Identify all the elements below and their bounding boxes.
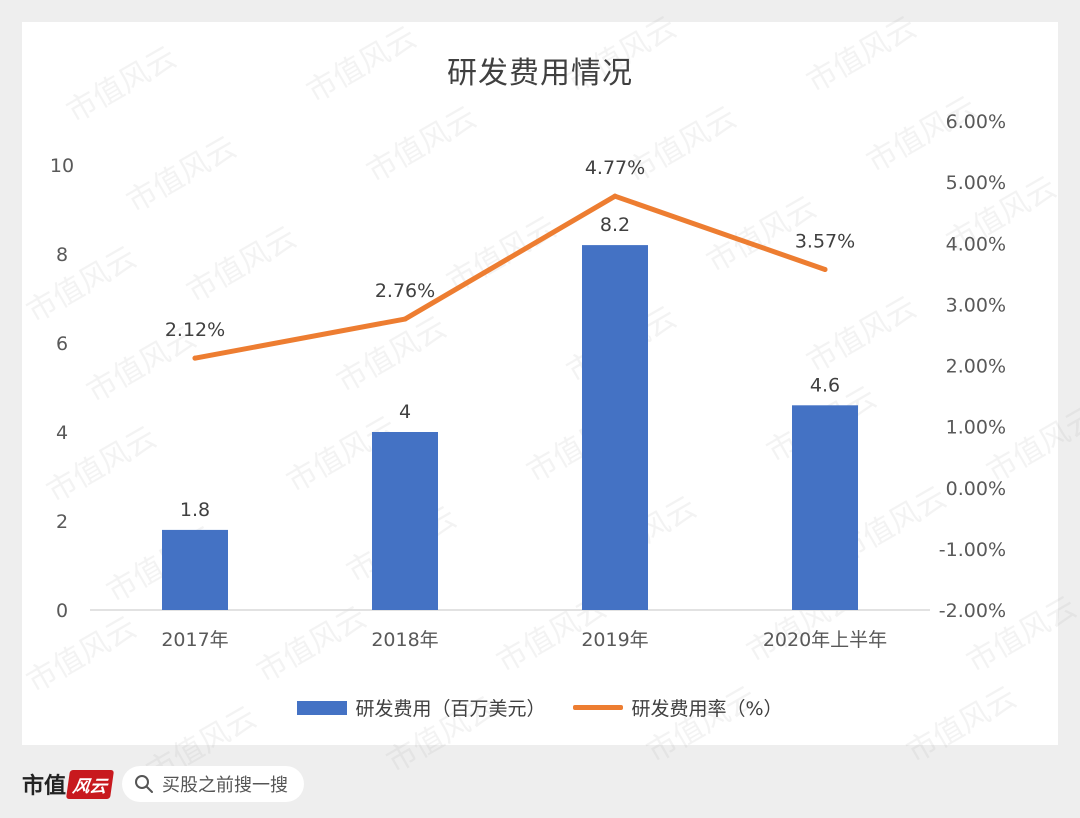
chart-title: 研发费用情况 (447, 56, 633, 91)
y-right-tick-label: 6.00% (946, 111, 1006, 133)
bar-data-label: 8.2 (600, 214, 630, 236)
rate-line (192, 193, 828, 361)
legend-item-line: 研发费用率（%） (573, 694, 783, 721)
y-left-tick-label: 4 (56, 422, 68, 444)
x-tick-label: 2019年 (581, 629, 648, 651)
legend-swatch-line (573, 705, 624, 710)
y-right-tick-label: 5.00% (946, 172, 1006, 194)
bar-data-label: 4 (399, 401, 411, 423)
brand-text: 市值 (22, 773, 67, 799)
y-left-tick-label: 2 (56, 511, 68, 533)
y-right-tick-label: 3.00% (946, 294, 1006, 316)
bar-data-label: 1.8 (180, 499, 210, 521)
line-data-label: 3.57% (795, 231, 855, 253)
y-left-tick-label: 8 (56, 244, 68, 266)
search-icon (135, 775, 154, 793)
legend-item-bar: 研发费用（百万美元） (297, 694, 545, 721)
line-data-label: 2.12% (165, 319, 225, 341)
rate-point-4 (822, 267, 828, 273)
chart-legend: 研发费用（百万美元） 研发费用率（%） (0, 694, 1080, 721)
x-tick-label: 2018年 (371, 629, 438, 651)
search-box[interactable]: 买股之前搜一搜 (122, 766, 305, 802)
legend-label-line: 研发费用率（%） (631, 698, 783, 720)
y-right-tick-label: 4.00% (946, 233, 1006, 255)
y-right-tick-label: -2.00% (939, 600, 1006, 622)
footer-bar: 市值 风云 买股之前搜一搜 (22, 762, 305, 806)
y-left-tick-label: 10 (50, 155, 74, 177)
chart-card (22, 22, 1058, 745)
y-left-tick-label: 6 (56, 333, 68, 355)
y-right-tick-label: 2.00% (946, 356, 1006, 378)
x-tick-label: 2017年 (161, 629, 228, 651)
rate-point-3 (612, 193, 618, 199)
y-right-tick-label: 0.00% (946, 478, 1006, 500)
bar-4 (792, 405, 858, 610)
search-placeholder: 买股之前搜一搜 (162, 775, 289, 796)
legend-swatch-bar (297, 700, 348, 715)
x-tick-label: 2020年上半年 (763, 629, 887, 651)
bar-2 (372, 432, 438, 610)
rate-point-1 (192, 355, 198, 361)
y-right-tick-label: 1.00% (946, 417, 1006, 439)
bar-3 (582, 245, 648, 610)
rate-point-2 (402, 316, 408, 322)
y-right-tick-label: -1.00% (939, 539, 1006, 561)
brand-logo: 市值 风云 (22, 768, 115, 800)
bar-data-label: 4.6 (810, 374, 840, 396)
brand-mark: 风云 (65, 769, 115, 799)
y-left-tick-label: 0 (56, 600, 68, 622)
legend-label-bar: 研发费用（百万美元） (355, 698, 546, 720)
line-data-label: 2.76% (375, 280, 435, 302)
line-data-label: 4.77% (585, 157, 645, 179)
bar-1 (162, 529, 228, 610)
